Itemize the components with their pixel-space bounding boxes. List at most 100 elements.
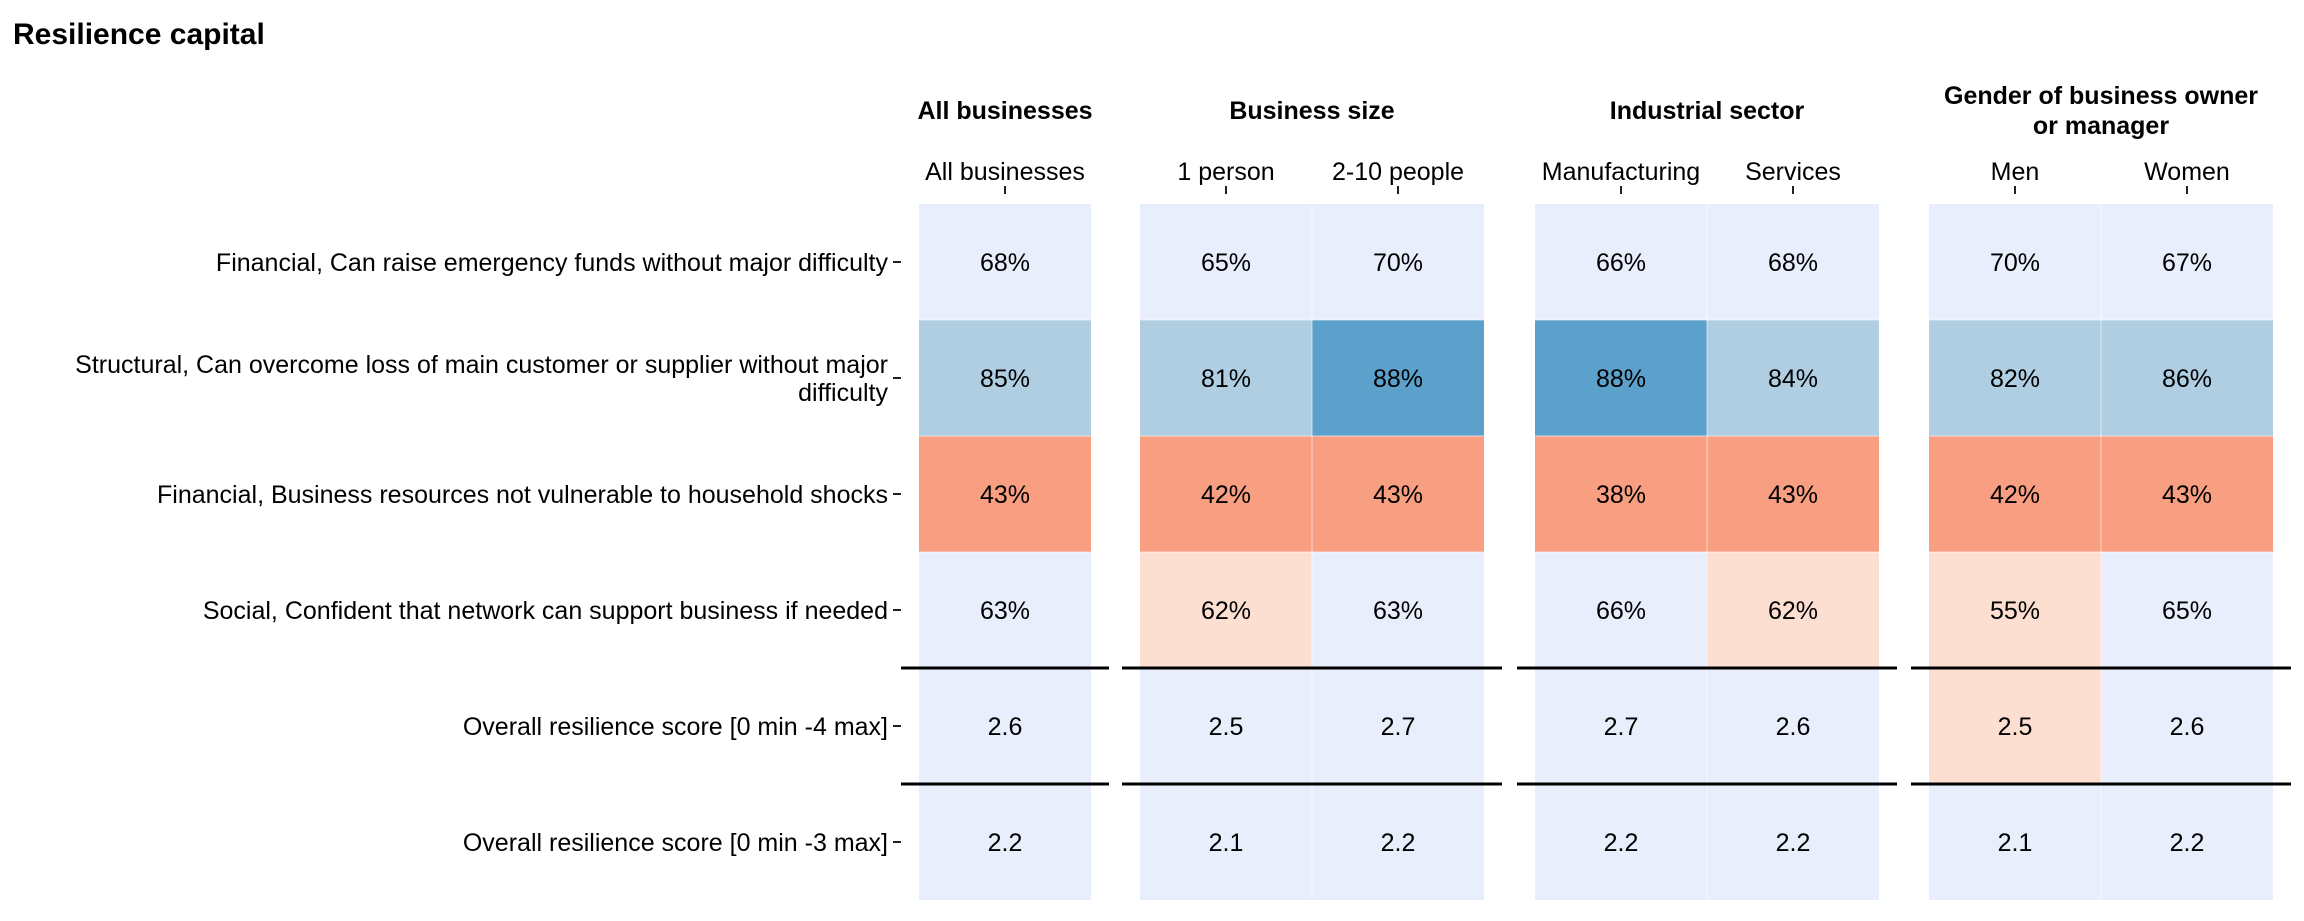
cell-value: 82% bbox=[1990, 365, 2040, 393]
cell-value: 2.7 bbox=[1381, 713, 1416, 741]
heatmap-cell bbox=[1140, 784, 1312, 900]
x-tick-label: Services bbox=[1745, 158, 1841, 186]
x-tick-label: All businesses bbox=[925, 158, 1085, 186]
heatmap-cell bbox=[1929, 436, 2101, 552]
cell-value: 43% bbox=[1768, 481, 1818, 509]
heatmap-cell bbox=[1929, 552, 2101, 668]
cell-value: 65% bbox=[1201, 249, 1251, 277]
y-tick-label: Overall resilience score [0 min -4 max] bbox=[463, 713, 888, 741]
heatmap-cell bbox=[1707, 320, 1879, 436]
cell-value: 86% bbox=[2162, 365, 2212, 393]
heatmap-cell bbox=[1312, 436, 1484, 552]
heatmap-cell bbox=[1929, 784, 2101, 900]
heatmap-cell bbox=[919, 436, 1091, 552]
cell-value: 42% bbox=[1201, 481, 1251, 509]
heatmap-cell bbox=[919, 320, 1091, 436]
heatmap-cell bbox=[1140, 204, 1312, 320]
heatmap-cell bbox=[919, 668, 1091, 784]
group-header: Industrial sector bbox=[1610, 97, 1805, 125]
cell-value: 2.1 bbox=[1209, 829, 1244, 857]
heatmap-cell bbox=[1312, 552, 1484, 668]
heatmap-cell bbox=[1707, 204, 1879, 320]
group-header-line: or manager bbox=[2033, 112, 2169, 140]
group-header: Gender of business owner or manager bbox=[1944, 82, 2258, 140]
cell-value: 68% bbox=[1768, 249, 1818, 277]
cell-value: 70% bbox=[1990, 249, 2040, 277]
y-tick-label: Financial, Can raise emergency funds wit… bbox=[216, 249, 889, 277]
heatmap-cell bbox=[1535, 668, 1707, 784]
heatmap-cell bbox=[1312, 784, 1484, 900]
heatmap-cell bbox=[919, 204, 1091, 320]
cell-value: 85% bbox=[980, 365, 1030, 393]
heatmap-cell bbox=[1140, 436, 1312, 552]
heatmap-cell bbox=[1535, 204, 1707, 320]
cell-value: 63% bbox=[980, 597, 1030, 625]
heatmap-cell bbox=[2101, 320, 2273, 436]
y-tick-label: Structural, Can overcome loss of main cu… bbox=[75, 351, 888, 407]
group-header: All businesses bbox=[917, 97, 1092, 125]
cell-value: 42% bbox=[1990, 481, 2040, 509]
cell-value: 66% bbox=[1596, 249, 1646, 277]
cell-value: 84% bbox=[1768, 365, 1818, 393]
cell-value: 2.2 bbox=[1604, 829, 1639, 857]
heatmap-cell bbox=[1929, 668, 2101, 784]
heatmap-cell bbox=[2101, 436, 2273, 552]
x-tick-label: 2-10 people bbox=[1332, 158, 1464, 186]
heatmap-cell bbox=[1140, 320, 1312, 436]
x-tick-label: Men bbox=[1991, 158, 2040, 186]
y-tick-label: Social, Confident that network can suppo… bbox=[203, 597, 888, 625]
cell-value: 63% bbox=[1373, 597, 1423, 625]
cell-value: 38% bbox=[1596, 481, 1646, 509]
heatmap-cell bbox=[1140, 668, 1312, 784]
y-tick-label-line: Structural, Can overcome loss of main cu… bbox=[75, 351, 888, 379]
cell-value: 2.1 bbox=[1998, 829, 2033, 857]
heatmap-cell bbox=[2101, 204, 2273, 320]
cell-value: 70% bbox=[1373, 249, 1423, 277]
cell-value: 88% bbox=[1373, 365, 1423, 393]
heatmap-cell bbox=[1535, 320, 1707, 436]
heatmap-cell bbox=[1535, 784, 1707, 900]
heatmap-cell bbox=[1535, 436, 1707, 552]
y-tick-label: Overall resilience score [0 min -3 max] bbox=[463, 829, 888, 857]
heatmap-cell bbox=[1312, 320, 1484, 436]
cell-value: 68% bbox=[980, 249, 1030, 277]
heatmap-cell bbox=[1707, 784, 1879, 900]
heatmap-cell bbox=[1535, 552, 1707, 668]
heatmap-cell bbox=[1312, 668, 1484, 784]
group-header-line: Gender of business owner bbox=[1944, 82, 2258, 110]
cell-value: 2.5 bbox=[1998, 713, 2033, 741]
y-tick-label-line: difficulty bbox=[798, 379, 888, 407]
cell-value: 43% bbox=[1373, 481, 1423, 509]
heatmap-cell bbox=[1707, 668, 1879, 784]
cell-value: 2.7 bbox=[1604, 713, 1639, 741]
heatmap-cell bbox=[1707, 552, 1879, 668]
cell-value: 2.6 bbox=[1776, 713, 1811, 741]
cell-value: 55% bbox=[1990, 597, 2040, 625]
heatmap-cell bbox=[2101, 552, 2273, 668]
heatmap-cell bbox=[1707, 436, 1879, 552]
cell-value: 2.5 bbox=[1209, 713, 1244, 741]
cell-value: 2.6 bbox=[2170, 713, 2205, 741]
x-tick-label: 1 person bbox=[1177, 158, 1274, 186]
x-tick-label: Women bbox=[2144, 158, 2230, 186]
heatmap-cell bbox=[1929, 204, 2101, 320]
heatmap-cell bbox=[1312, 204, 1484, 320]
cell-value: 2.2 bbox=[988, 829, 1023, 857]
heatmap-cell bbox=[1140, 552, 1312, 668]
cell-value: 2.2 bbox=[2170, 829, 2205, 857]
cell-value: 81% bbox=[1201, 365, 1251, 393]
cell-value: 2.2 bbox=[1776, 829, 1811, 857]
heatmap-cell bbox=[1929, 320, 2101, 436]
cell-value: 2.2 bbox=[1381, 829, 1416, 857]
heatmap-cell bbox=[919, 784, 1091, 900]
cell-value: 67% bbox=[2162, 249, 2212, 277]
heatmap-cell bbox=[2101, 668, 2273, 784]
cell-value: 43% bbox=[2162, 481, 2212, 509]
cell-value: 2.6 bbox=[988, 713, 1023, 741]
cell-value: 65% bbox=[2162, 597, 2212, 625]
x-tick-label: Manufacturing bbox=[1542, 158, 1700, 186]
cell-value: 62% bbox=[1768, 597, 1818, 625]
group-header: Business size bbox=[1229, 97, 1394, 125]
cell-value: 66% bbox=[1596, 597, 1646, 625]
